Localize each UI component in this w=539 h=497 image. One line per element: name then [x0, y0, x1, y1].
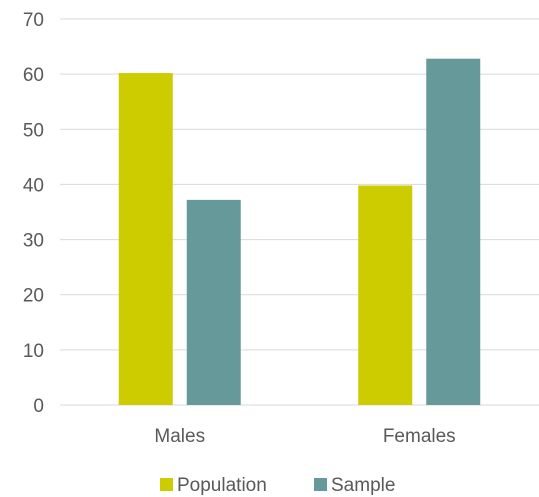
y-tick-label: 70	[23, 10, 44, 31]
bar-sample-males	[186, 199, 241, 405]
bar-population-males	[118, 73, 173, 405]
x-axis-categories: Males Females	[154, 426, 455, 447]
y-tick-label: 50	[23, 120, 44, 141]
y-tick-label: 60	[23, 65, 44, 86]
legend-swatch-sample	[314, 478, 327, 491]
bar-sample-females	[426, 58, 481, 406]
legend: Population Sample	[160, 475, 395, 496]
y-tick-label: 20	[23, 286, 44, 307]
x-category-label: Females	[383, 426, 456, 447]
bars	[118, 58, 481, 406]
bar-population-females	[358, 185, 413, 405]
x-category-label: Males	[154, 426, 205, 447]
y-tick-label: 40	[23, 175, 44, 196]
legend-swatch-population	[160, 478, 173, 491]
y-tick-label: 10	[23, 341, 44, 362]
y-axis-ticks: 0 10 20 30 40 50 60 70	[23, 10, 44, 417]
legend-label-sample: Sample	[331, 475, 395, 496]
y-tick-label: 30	[23, 231, 44, 252]
y-tick-label: 0	[33, 396, 44, 417]
legend-label-population: Population	[177, 475, 267, 496]
